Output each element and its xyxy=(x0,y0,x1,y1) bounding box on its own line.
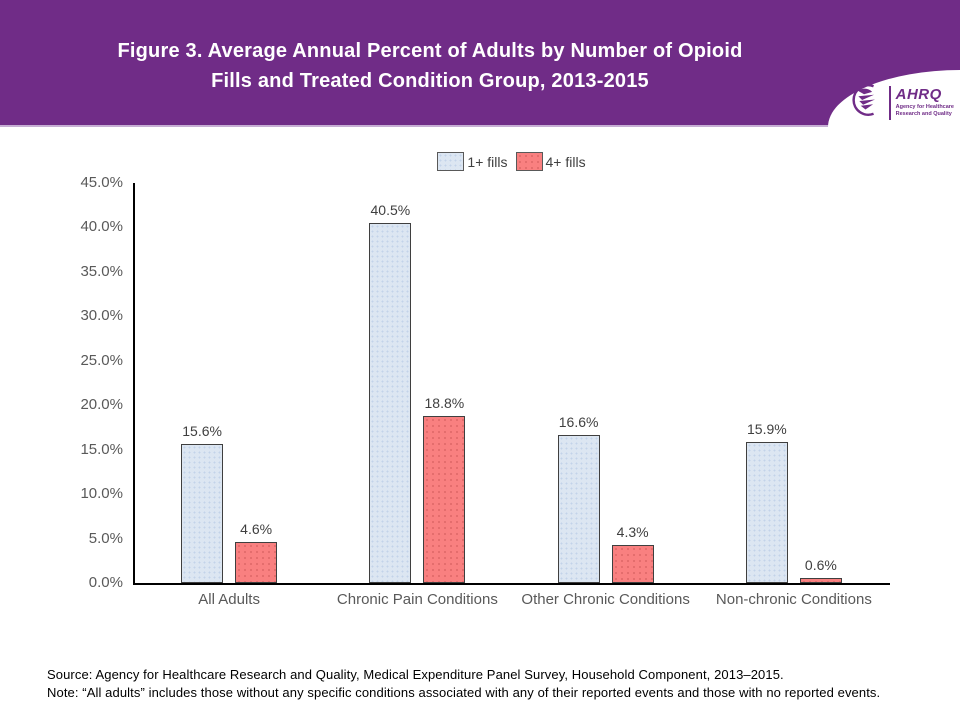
figure-title: Figure 3. Average Annual Percent of Adul… xyxy=(0,36,860,96)
header-accent-line xyxy=(0,125,960,127)
y-tick-label: 30.0% xyxy=(80,307,123,325)
y-tick-label: 35.0% xyxy=(80,262,123,280)
bar-4plus-fills xyxy=(235,542,278,583)
category-label: Non-chronic Conditions xyxy=(715,591,872,608)
chart-legend: 1+ fills 4+ fills xyxy=(135,152,888,171)
bar-value-label: 4.3% xyxy=(616,523,649,540)
bar-value-label: 18.8% xyxy=(424,394,465,411)
bar-value-label: 40.5% xyxy=(370,202,411,218)
bar-value-label: 15.9% xyxy=(747,420,787,437)
figure-title-line1: Figure 3. Average Annual Percent of Adul… xyxy=(117,40,743,62)
x-axis-line xyxy=(133,583,890,585)
bar-1plus-fills xyxy=(745,441,788,583)
header-band: Figure 3. Average Annual Percent of Adul… xyxy=(0,0,960,127)
logo-text: AHRQ Agency for Healthcare Research and … xyxy=(896,87,954,118)
bar-4plus-fills xyxy=(423,415,466,583)
footer-notes: Source: Agency for Healthcare Research a… xyxy=(47,666,937,702)
y-tick-label: 45.0% xyxy=(80,174,123,191)
category-label: Other Chronic Conditions xyxy=(521,591,690,608)
logo-tagline: Agency for Healthcare Research and Quali… xyxy=(895,104,954,117)
figure-title-line2: Fills and Treated Condition Group, 2013-… xyxy=(211,70,649,92)
legend-item-1plus-fills: 1+ fills xyxy=(437,152,508,171)
bar-1plus-fills xyxy=(369,223,412,583)
y-axis-line xyxy=(133,183,135,585)
figure-note: Note: “All adults” includes those withou… xyxy=(47,685,881,700)
legend-label-1plus-fills: 1+ fills xyxy=(467,153,508,170)
bar-4plus-fills xyxy=(611,544,654,583)
legend-item-4plus-fills: 4+ fills xyxy=(515,152,586,171)
bar-4plus-fills xyxy=(799,577,842,583)
logo-acronym: AHRQ xyxy=(895,86,942,103)
bar-value-label: 15.6% xyxy=(182,423,222,440)
y-tick-label: 0.0% xyxy=(88,574,123,591)
category-label: All Adults xyxy=(198,591,260,608)
legend-swatch-1plus-fills xyxy=(437,152,465,171)
bar-value-label: 0.6% xyxy=(804,556,837,573)
hhs-eagle-icon xyxy=(846,81,884,124)
source-note: Source: Agency for Healthcare Research a… xyxy=(47,667,784,682)
y-tick-label: 10.0% xyxy=(80,485,123,503)
legend-swatch-4plus-fills xyxy=(515,152,543,171)
y-tick-label: 25.0% xyxy=(80,351,123,369)
y-tick-label: 5.0% xyxy=(88,529,123,547)
bar-value-label: 16.6% xyxy=(558,414,599,431)
bar-value-label: 4.6% xyxy=(240,521,273,538)
ahrq-logo: AHRQ Agency for Healthcare Research and … xyxy=(846,81,954,124)
logo-divider xyxy=(888,85,891,120)
y-tick-label: 40.0% xyxy=(80,218,123,236)
y-tick-label: 15.0% xyxy=(80,440,123,458)
legend-label-4plus-fills: 4+ fills xyxy=(545,153,586,170)
category-label: Chronic Pain Conditions xyxy=(336,591,498,608)
y-tick-label: 20.0% xyxy=(80,396,123,414)
bar-1plus-fills xyxy=(557,435,600,583)
bar-1plus-fills xyxy=(181,444,224,583)
